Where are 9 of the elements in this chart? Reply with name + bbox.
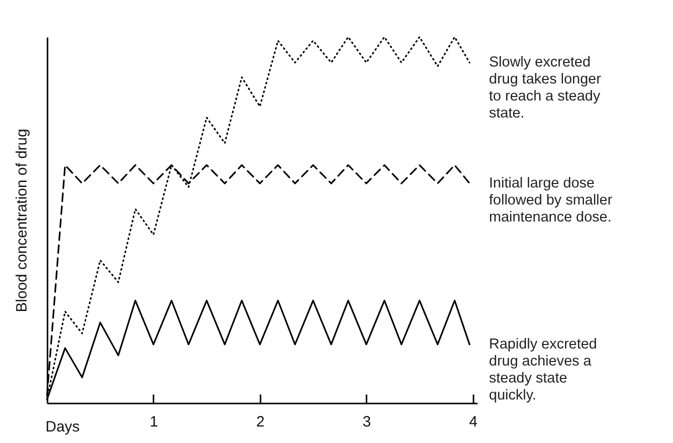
x-tick-label: 3 [362,414,371,430]
x-axis-title: Days [46,418,80,436]
x-tick-label: 2 [256,414,265,430]
y-axis-title: Blood concentration of drug [14,128,30,312]
text: Rapidly excreted drug achieves a steady state quickly. [489,336,597,404]
x-tick-label: 1 [150,414,158,430]
text: Slowly excreted drug takes longer to reach a steady state. [489,54,602,122]
x-tick-label: 4 [469,414,478,430]
text: Initial large dose followed by smaller maintenance dose. [489,175,612,226]
